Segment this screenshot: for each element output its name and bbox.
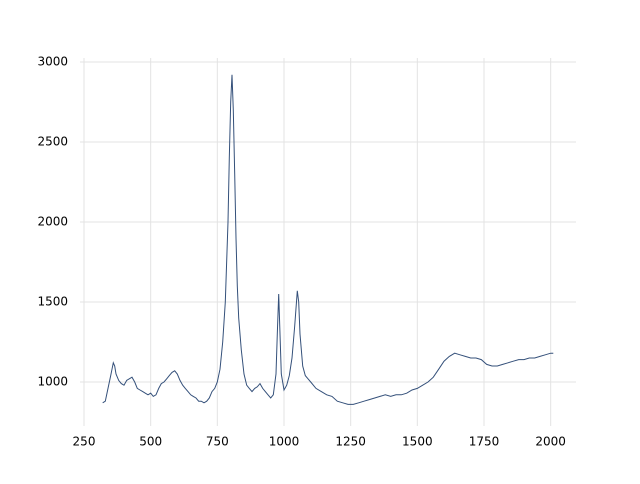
- x-tick-label: 1500: [402, 435, 433, 449]
- x-tick-label: 1750: [469, 435, 500, 449]
- y-tick-label: 1000: [37, 375, 68, 389]
- y-tick-label: 2500: [37, 135, 68, 149]
- x-tick-label: 1250: [335, 435, 366, 449]
- y-tick-label: 1500: [37, 295, 68, 309]
- x-tick-label: 500: [139, 435, 162, 449]
- y-tick-label: 3000: [37, 55, 68, 69]
- x-tick-label: 250: [73, 435, 96, 449]
- x-tick-label: 1000: [269, 435, 300, 449]
- x-tick-label: 750: [206, 435, 229, 449]
- line: [102, 74, 554, 405]
- y-tick-label: 2000: [37, 215, 68, 229]
- x-tick-label: 2000: [535, 435, 566, 449]
